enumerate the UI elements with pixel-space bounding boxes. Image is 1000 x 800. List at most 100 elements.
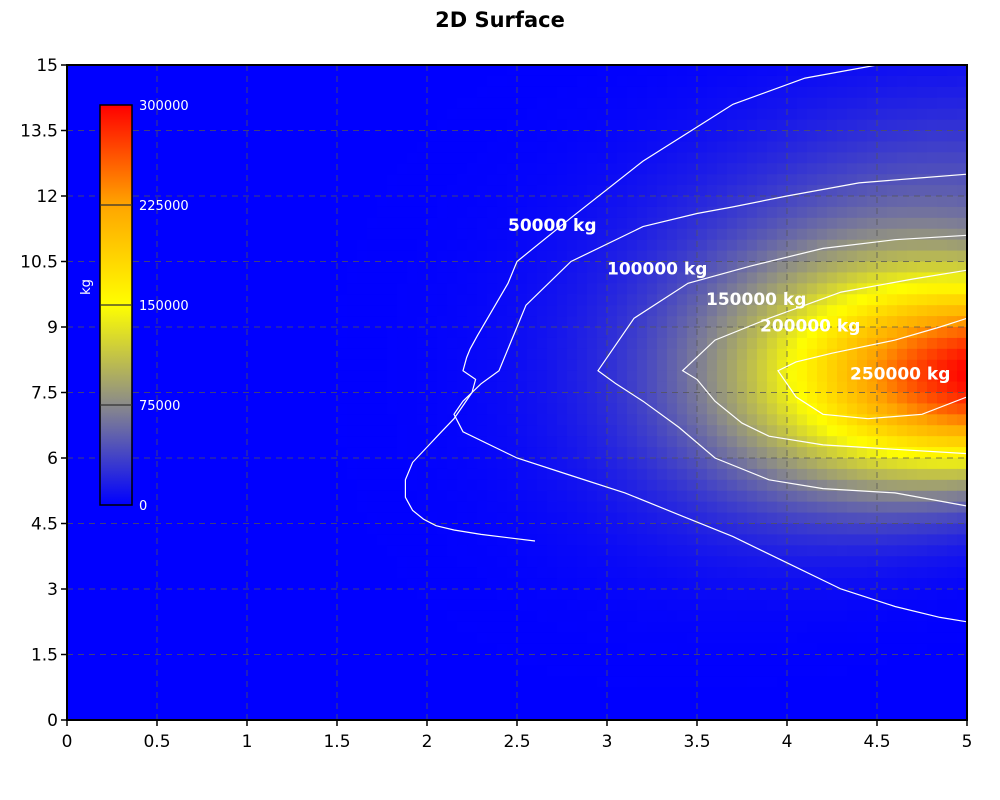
heat-cell — [597, 610, 608, 623]
heat-cell — [517, 174, 528, 186]
heat-cell — [257, 108, 268, 121]
heat-cell — [687, 283, 698, 295]
heat-cell — [67, 643, 78, 656]
heat-cell — [427, 403, 438, 415]
heat-cell — [477, 610, 488, 623]
heat-cell — [777, 228, 788, 241]
heat-cell — [267, 436, 278, 448]
heat-cell — [567, 610, 578, 623]
heat-cell — [547, 272, 558, 284]
heat-cell — [817, 436, 828, 448]
heat-cell — [477, 523, 488, 536]
heat-cell — [207, 501, 218, 514]
heat-cell — [637, 97, 648, 110]
heat-cell — [437, 130, 448, 143]
heat-cell — [107, 556, 118, 568]
heat-cell — [467, 643, 478, 656]
heat-cell — [747, 261, 758, 274]
heat-cell — [217, 447, 228, 459]
heat-cell — [727, 436, 738, 448]
heat-cell — [907, 327, 918, 339]
heat-cell — [147, 163, 158, 175]
heat-cell — [197, 468, 208, 481]
heat-cell — [877, 327, 888, 339]
heat-cell — [957, 512, 967, 525]
heat-cell — [327, 381, 338, 394]
heat-cell — [417, 599, 428, 612]
heat-cell — [857, 468, 868, 481]
heat-cell — [677, 458, 688, 470]
heat-cell — [647, 75, 658, 88]
heat-cell — [317, 337, 328, 350]
heat-cell — [217, 316, 228, 328]
heat-cell — [727, 512, 738, 525]
heat-cell — [697, 152, 708, 164]
heat-cell — [457, 556, 468, 568]
heat-cell — [147, 86, 158, 99]
heat-cell — [357, 305, 368, 317]
heat-cell — [617, 97, 628, 110]
heat-cell — [367, 621, 378, 634]
heat-cell — [847, 316, 858, 328]
heat-cell — [827, 217, 838, 230]
heat-cell — [717, 250, 728, 263]
heat-cell — [807, 174, 818, 186]
heat-cell — [267, 468, 278, 481]
heat-cell — [687, 512, 698, 525]
heat-cell — [537, 468, 548, 481]
heat-cell — [517, 163, 528, 175]
heat-cell — [497, 108, 508, 121]
heat-cell — [197, 589, 208, 601]
heat-cell — [657, 348, 668, 361]
heat-cell — [897, 97, 908, 110]
heat-cell — [777, 141, 788, 153]
heat-cell — [87, 425, 98, 437]
heat-cell — [717, 141, 728, 153]
heat-cell — [357, 665, 368, 677]
heat-cell — [797, 556, 808, 568]
heat-cell — [947, 359, 958, 372]
heat-cell — [767, 414, 778, 426]
heat-cell — [327, 632, 338, 645]
heat-cell — [497, 75, 508, 88]
heat-cell — [717, 163, 728, 175]
heat-cell — [567, 425, 578, 437]
heat-cell — [267, 283, 278, 295]
heat-cell — [317, 228, 328, 241]
heat-cell — [807, 65, 818, 77]
heat-cell — [937, 403, 948, 415]
heat-cell — [647, 152, 658, 164]
heat-cell — [947, 556, 958, 568]
heat-cell — [517, 337, 528, 350]
heat-cell — [217, 654, 228, 667]
heat-cell — [847, 370, 858, 383]
heat-cell — [567, 75, 578, 88]
heat-cell — [237, 381, 248, 394]
heat-cell — [687, 599, 698, 612]
heat-cell — [637, 403, 648, 415]
heat-cell — [827, 436, 838, 448]
heat-cell — [137, 545, 148, 557]
heat-cell — [147, 665, 158, 677]
heat-cell — [737, 141, 748, 153]
heat-cell — [697, 141, 708, 153]
heat-cell — [467, 403, 478, 415]
heat-cell — [877, 589, 888, 601]
heat-cell — [567, 239, 578, 252]
heat-cell — [327, 97, 338, 110]
heat-cell — [917, 75, 928, 88]
heat-cell — [717, 567, 728, 579]
heat-cell — [337, 599, 348, 612]
heat-cell — [607, 86, 618, 99]
heat-cell — [337, 654, 348, 667]
heat-cell — [507, 458, 518, 470]
heat-cell — [217, 436, 228, 448]
heat-cell — [87, 185, 98, 197]
heat-cell — [127, 97, 138, 110]
heat-cell — [807, 599, 818, 612]
heat-cell — [437, 359, 448, 372]
heat-cell — [947, 316, 958, 328]
heat-cell — [537, 599, 548, 612]
heat-cell — [127, 589, 138, 601]
heat-cell — [817, 610, 828, 623]
